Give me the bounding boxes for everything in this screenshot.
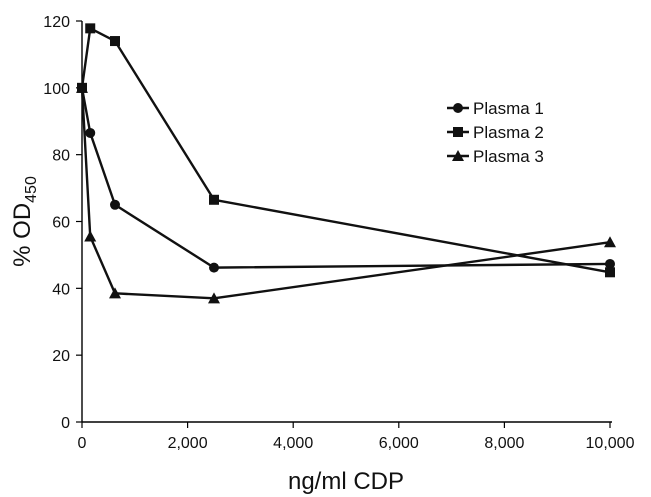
y-tick-label: 80: [52, 148, 70, 165]
x-tick-label: 0: [78, 435, 87, 452]
y-axis-title: % OD450: [9, 176, 40, 267]
data-point: [605, 258, 615, 269]
y-tick-label: 40: [52, 281, 70, 298]
x-tick-label: 8,000: [484, 435, 524, 452]
y-ticks: 0 20 40 60 80 100 120: [43, 14, 82, 432]
y-tick-label: 100: [43, 81, 70, 98]
data-point: [110, 36, 120, 47]
data-point: [604, 236, 616, 248]
x-axis-title: ng/ml CDP: [288, 468, 404, 495]
data-point: [209, 262, 219, 273]
data-point: [209, 194, 219, 205]
axes: [81, 21, 612, 423]
data-point: [110, 199, 120, 210]
legend-label: Plasma 1: [473, 99, 544, 118]
x-tick-label: 10,000: [586, 435, 635, 452]
y-tick-label: 0: [61, 415, 70, 432]
legend-label: Plasma 3: [473, 147, 544, 166]
legend-marker: [453, 127, 463, 137]
legend-item: Plasma 1: [447, 99, 544, 118]
x-tick-label: 6,000: [379, 435, 419, 452]
y-tick-label: 60: [52, 215, 70, 232]
x-tick-label: 2,000: [168, 435, 208, 452]
data-point: [84, 230, 97, 242]
series-layer: [76, 23, 616, 304]
legend: Plasma 1 Plasma 2 Plasma 3: [447, 99, 544, 166]
legend-marker: [452, 150, 464, 161]
data-point: [76, 81, 88, 93]
legend-marker: [453, 103, 463, 113]
y-tick-label: 120: [43, 14, 70, 31]
x-ticks: 0 2,000 4,000 6,000 8,000 10,000: [78, 422, 635, 452]
y-axis-title-prefix: % OD: [9, 203, 36, 267]
data-point: [208, 292, 220, 304]
data-point: [605, 267, 615, 278]
legend-item: Plasma 3: [447, 147, 544, 166]
legend-label: Plasma 2: [473, 123, 544, 142]
y-axis-title-subscript: 450: [23, 176, 40, 203]
data-point: [85, 23, 96, 34]
x-tick-label: 4,000: [273, 435, 313, 452]
series-3: [76, 81, 616, 304]
data-point: [85, 127, 96, 138]
y-tick-label: 20: [52, 348, 70, 365]
legend-item: Plasma 2: [447, 123, 544, 142]
data-point: [109, 287, 121, 299]
